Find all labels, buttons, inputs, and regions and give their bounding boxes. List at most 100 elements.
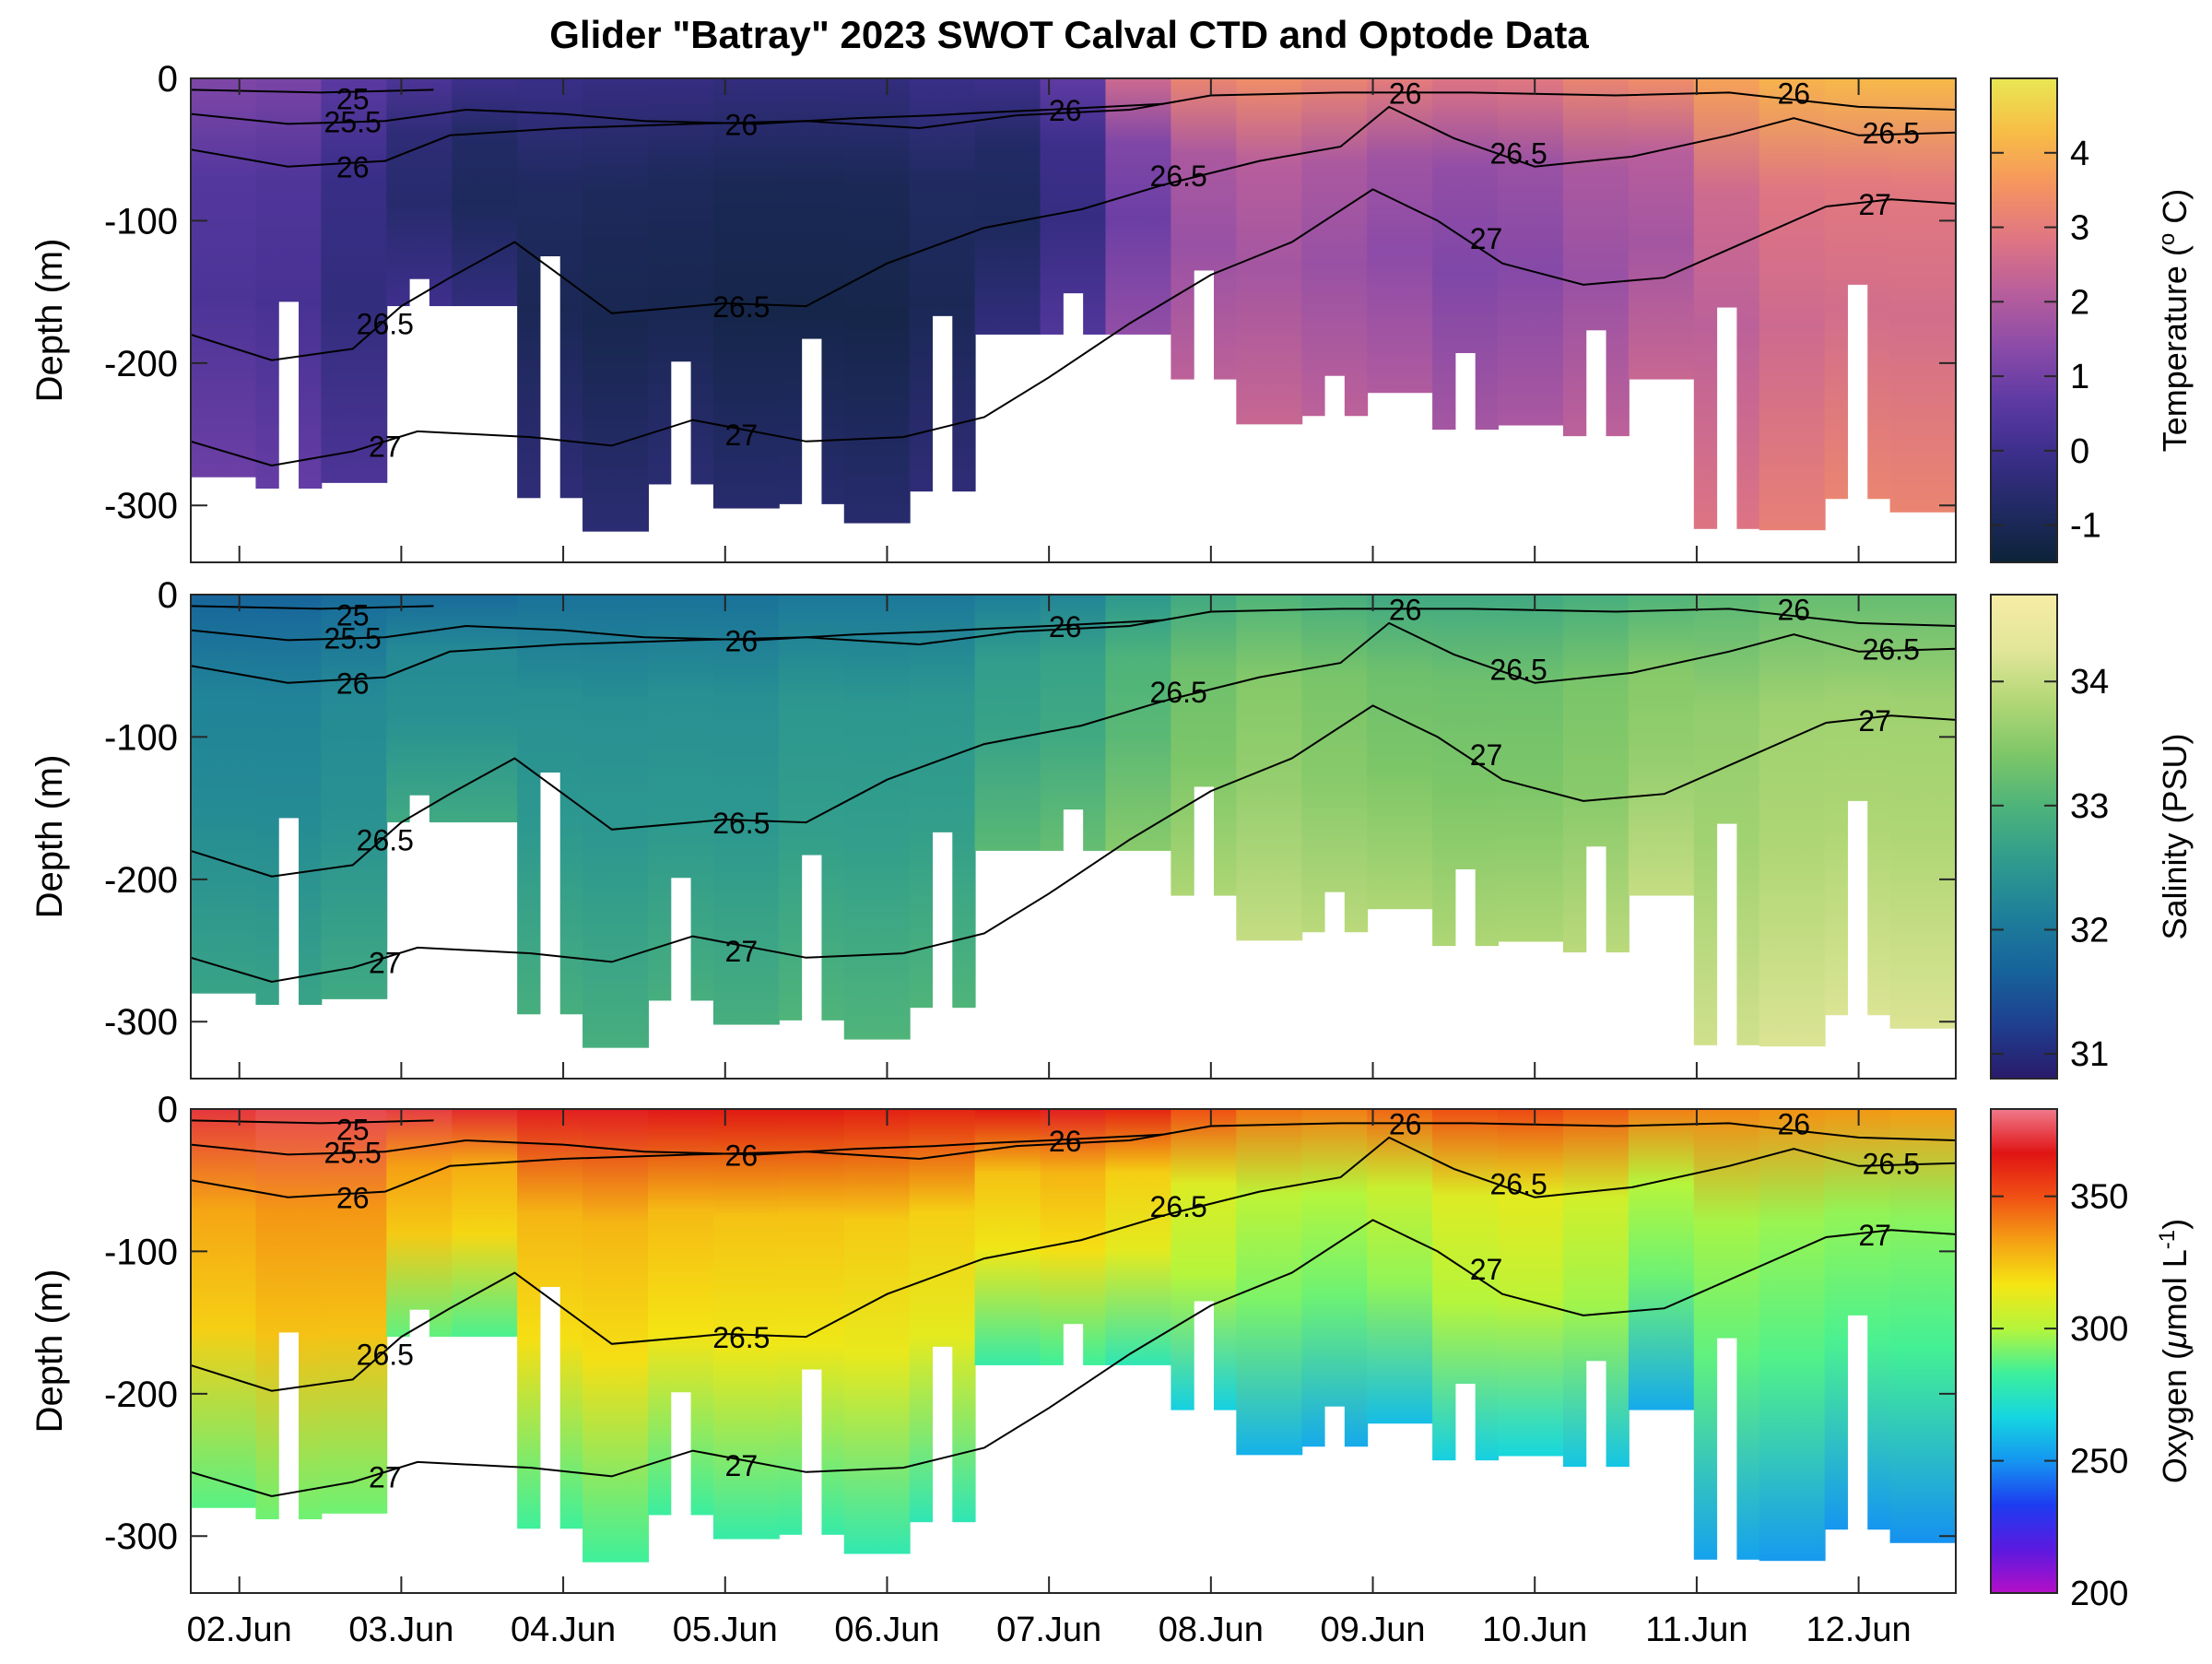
colorbar-label: Temperature (o C)	[2155, 189, 2194, 452]
contour-label: 26.5	[357, 1339, 414, 1372]
y-tick-label: -100	[104, 201, 178, 242]
heatmap-cell	[1498, 595, 1564, 942]
x-tick-label: 05.Jun	[673, 1611, 778, 1649]
contour-line-27	[191, 1219, 1956, 1498]
data-gap	[409, 795, 429, 1079]
contour-label: 26.5	[1150, 1190, 1207, 1223]
colorbar-tick-label: 350	[2070, 1178, 2128, 1217]
heatmap-cell	[191, 595, 257, 994]
contour-label: 26	[1389, 77, 1422, 110]
contour-label: 26	[1778, 593, 1811, 626]
contour-label: 26.5	[712, 1321, 770, 1354]
heatmap-cell	[1105, 595, 1172, 851]
data-gap	[1586, 330, 1606, 562]
data-gap	[1717, 823, 1737, 1079]
contour-label: 27	[369, 946, 402, 979]
heatmap-cell	[1301, 595, 1369, 933]
contour-label: 26.5	[357, 308, 414, 341]
data-gap	[540, 773, 560, 1079]
data-gap	[1324, 891, 1345, 1079]
colorbar-tick-label: 250	[2070, 1443, 2128, 1481]
contour-label: 25	[336, 599, 370, 632]
data-gap	[278, 301, 300, 562]
colorbar-tick-label: 32	[2070, 911, 2109, 950]
heatmap-cell	[452, 78, 519, 307]
contour-label: 26.5	[357, 824, 414, 857]
contour-line-26	[191, 91, 1956, 168]
x-tick-label: 04.Jun	[511, 1611, 616, 1649]
heatmap-cell	[1498, 1109, 1564, 1457]
colorbar	[1990, 1108, 2058, 1594]
y-tick-label: -100	[104, 1232, 178, 1272]
data-gap	[1455, 353, 1476, 562]
contour-line-26.5	[191, 105, 1956, 361]
contour-label: 27	[1858, 704, 1891, 738]
heatmap-cell	[843, 1109, 911, 1554]
x-tick-label: 02.Jun	[187, 1611, 292, 1649]
colorbar-label-text: Oxygen (	[2156, 1349, 2194, 1483]
data-gap	[671, 1392, 691, 1593]
colorbar-label-sup: o	[2155, 233, 2180, 245]
heatmap-cell	[974, 595, 1041, 851]
x-tick-label: 06.Jun	[834, 1611, 939, 1649]
contour-label: 27	[369, 1460, 402, 1493]
data-gap	[802, 855, 822, 1079]
contour-label: 27	[1470, 738, 1503, 772]
data-gap	[1063, 293, 1084, 562]
heatmap-cell	[974, 1109, 1041, 1365]
contour-line-25.5	[191, 619, 1163, 642]
data-gap	[1847, 800, 1868, 1079]
contour-label: 27	[1470, 222, 1503, 255]
colorbar-tick-label: 31	[2070, 1035, 2109, 1074]
colorbar-tick-label: 3	[2070, 209, 2089, 248]
contour-label: 26	[1389, 593, 1422, 626]
y-tick-label: -300	[104, 1002, 178, 1043]
contour-line-25	[191, 605, 434, 610]
heatmap-cell	[1889, 1109, 1956, 1543]
colorbar	[1990, 594, 2058, 1080]
heatmap-cell	[712, 1109, 780, 1540]
data-gap	[1194, 270, 1214, 562]
colorbar-tick-label: 4	[2070, 135, 2089, 173]
colorbar-label-text: mol L	[2156, 1249, 2194, 1330]
data-gap	[1455, 1384, 1476, 1593]
contour-label: 26.5	[1863, 633, 1920, 667]
colorbar-label-text: )	[2156, 1219, 2194, 1230]
contour-label: 26	[336, 1182, 370, 1215]
contour-label: 26	[1049, 1125, 1082, 1158]
data-gap	[1194, 786, 1214, 1079]
contour-label: 25.5	[324, 1136, 382, 1169]
heatmap-cell	[582, 78, 649, 532]
contour-label: 26.5	[1150, 159, 1207, 193]
contour-label: 26.5	[712, 290, 770, 324]
contour-label: 26.5	[1490, 136, 1547, 170]
heatmap-cell	[1105, 1109, 1172, 1365]
contour-label: 27	[1470, 1253, 1503, 1286]
data-gap	[1717, 307, 1737, 562]
colorbar-label-sup: -1	[2155, 1230, 2180, 1249]
contour-label: 27	[725, 1449, 759, 1482]
contour-label: 26	[725, 108, 759, 141]
contour-label: 26	[336, 151, 370, 184]
data-gap	[540, 1287, 560, 1593]
heatmap-cell	[1301, 78, 1369, 417]
contour-label: 25	[336, 83, 370, 116]
contour-line-26.5	[191, 1136, 1956, 1392]
contour-label: 26.5	[1490, 653, 1547, 686]
contour-label: 27	[1858, 188, 1891, 221]
heatmap-cell	[1759, 1109, 1826, 1562]
data-gap	[1717, 1338, 1737, 1593]
contour-label: 26.5	[1863, 117, 1920, 150]
data-gap	[1586, 1361, 1606, 1593]
heatmap-cell	[321, 595, 388, 999]
data-gap	[1063, 809, 1084, 1079]
colorbar-tick-label: 300	[2070, 1310, 2128, 1349]
heatmap-cell	[1889, 595, 1956, 1029]
heatmap-cell	[1367, 78, 1434, 394]
contour-label: 26	[1049, 610, 1082, 643]
heatmap-cell	[452, 1109, 519, 1338]
axes-frame	[190, 594, 1957, 1080]
